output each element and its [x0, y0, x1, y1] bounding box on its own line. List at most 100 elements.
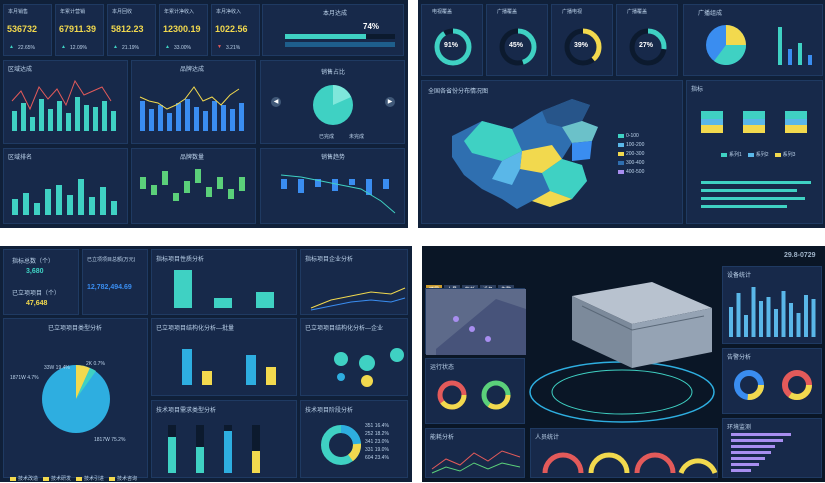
bar: [731, 451, 771, 454]
bar: [158, 105, 163, 131]
gauge: [434, 28, 472, 66]
bar: [383, 179, 389, 189]
total-value: 12,782,494.69: [87, 284, 132, 291]
bar: [57, 101, 62, 131]
progress-panel: 本月达成 74%: [262, 4, 404, 56]
project-type-pie: [42, 364, 110, 433]
bar: [796, 313, 801, 337]
trend-line: [280, 174, 396, 214]
bar-legend-item: 系列2: [747, 152, 769, 158]
bar: [84, 105, 89, 131]
stat-label-1: 指标总数（个）: [12, 259, 55, 265]
pie-label-3: 1871W 4.7%: [10, 375, 39, 381]
enterprise-title: 指标项目企业分析: [305, 257, 354, 263]
progress-value: 74%: [363, 22, 380, 31]
arrow-up-icon: ▲: [9, 44, 14, 50]
equipment-title: 设备统计: [727, 273, 752, 279]
bar: [221, 105, 226, 131]
bar: [176, 103, 181, 131]
pie-label-1: 2K 0.7%: [86, 361, 105, 367]
tech-panel: 技术项目需求类型分析: [151, 400, 297, 478]
total-panel: 已立项项目总额(万元) 12,782,494.69: [82, 249, 148, 315]
gauge-card: 广播电视 39%: [551, 4, 613, 76]
gauge-value: 91%: [444, 42, 459, 49]
region-trend-panel: 区域达成: [3, 60, 128, 144]
bar: [39, 99, 44, 131]
gauge-value: 27%: [639, 42, 654, 49]
kpi-value: 5812.23: [111, 24, 144, 34]
pie-label-4: 1817W 75.2%: [94, 437, 126, 443]
bar: [217, 177, 223, 189]
trend-a-chart: [182, 349, 276, 385]
trend-a-panel: 已立项项目结构化分析—批量: [151, 318, 297, 396]
kpi-delta: 21.19%: [122, 45, 139, 51]
people-panel: 人员统计: [530, 428, 718, 478]
bar: [239, 177, 245, 191]
bar: [12, 199, 18, 215]
kpi-label: 年累计净收入: [164, 9, 195, 15]
alarm-panel: 告警分析: [722, 348, 822, 414]
region-rank-title: 区域排名: [8, 155, 33, 161]
bar: [140, 101, 145, 131]
kpi-value: 536732: [7, 24, 38, 34]
donut-chart: [321, 425, 361, 465]
bar: [167, 113, 172, 131]
kpi-delta: 12.09%: [70, 45, 87, 51]
bar: [298, 179, 304, 193]
bar: [315, 179, 321, 187]
arrow-up-icon: ▲: [61, 44, 66, 50]
total-label: 已立项项目总额(万元): [87, 257, 136, 263]
people-title: 人员统计: [535, 435, 560, 441]
tech-title: 技术项目需求类型分析: [156, 408, 217, 414]
brand-trend-title: 品牌达成: [180, 67, 205, 73]
kpi-card: 本月回收 5812.23 21.19% ▲: [107, 4, 156, 56]
bar: [173, 193, 179, 201]
bar: [162, 171, 168, 185]
stacked-bars: [701, 111, 811, 208]
env-chart: [731, 433, 791, 472]
building-code: 29.8-0729: [784, 252, 816, 259]
sales-ratio-title: 销售占比: [321, 70, 346, 76]
bar: [93, 107, 98, 131]
equipment-chart: [729, 287, 816, 337]
trend-line: [139, 86, 240, 110]
donut-label: 331 19.0%: [365, 447, 389, 453]
kpi-delta: 3.21%: [226, 45, 241, 51]
env-panel: 环境监测: [722, 418, 822, 478]
dist-title: 指标项目性质分析: [156, 257, 205, 263]
dist-panel: 指标项目性质分析: [151, 249, 297, 315]
progress-bar-2: [285, 42, 395, 47]
bar: [239, 103, 244, 131]
progress-fill: [285, 34, 367, 39]
next-button[interactable]: ▶: [385, 97, 395, 107]
energy-title: 能耗分析: [430, 435, 455, 441]
kpi-card: 年累计营销 67911.39 12.09% ▲: [55, 4, 104, 56]
dist-chart: [174, 270, 274, 308]
bar: [75, 97, 80, 131]
bar: [194, 107, 199, 131]
trend-c-title: 技术项目阶段分析: [305, 408, 354, 414]
bar: [230, 109, 235, 131]
bar: [12, 111, 17, 131]
prev-button[interactable]: ◀: [271, 97, 281, 107]
dashboard-broadcast: 电视覆盖 91% 广播覆盖 45% 广播电视 39% 广播覆盖 27%: [418, 0, 825, 228]
bar: [45, 189, 51, 215]
trend-a-title: 已立项项目结构化分析—批量: [156, 326, 235, 332]
dashboard-sales: 本月销售 536732 22.65% ▲ 年累计营销 67911.39 12.0…: [0, 0, 408, 228]
pie-title: 已立项项目类型分析: [48, 326, 103, 332]
brand-count-panel: 品牌数量: [131, 148, 256, 224]
gauge-label: 广播电视: [562, 9, 583, 15]
region-trend-title: 区域达成: [8, 67, 33, 73]
people-gauges: [542, 452, 718, 475]
donut-label: 252 18.2%: [365, 431, 389, 437]
gauge-card: 电视覆盖 91%: [421, 4, 483, 76]
map-legend-item: 200-300: [618, 151, 644, 157]
bar: [731, 463, 759, 466]
index-panel: 指标 系列1 系列2 系列3: [686, 80, 823, 224]
gauge-card: 广播覆盖 45%: [486, 4, 548, 76]
bar: [195, 169, 201, 183]
brand-trend-panel: 品牌达成: [131, 60, 256, 144]
sales-trend-title: 销售趋势: [321, 155, 346, 161]
pie-panel: 已立项项目类型分析 2K 0.7% 33W 19.4% 1871W 4.7% 1…: [3, 318, 148, 482]
china-map: [452, 99, 598, 209]
